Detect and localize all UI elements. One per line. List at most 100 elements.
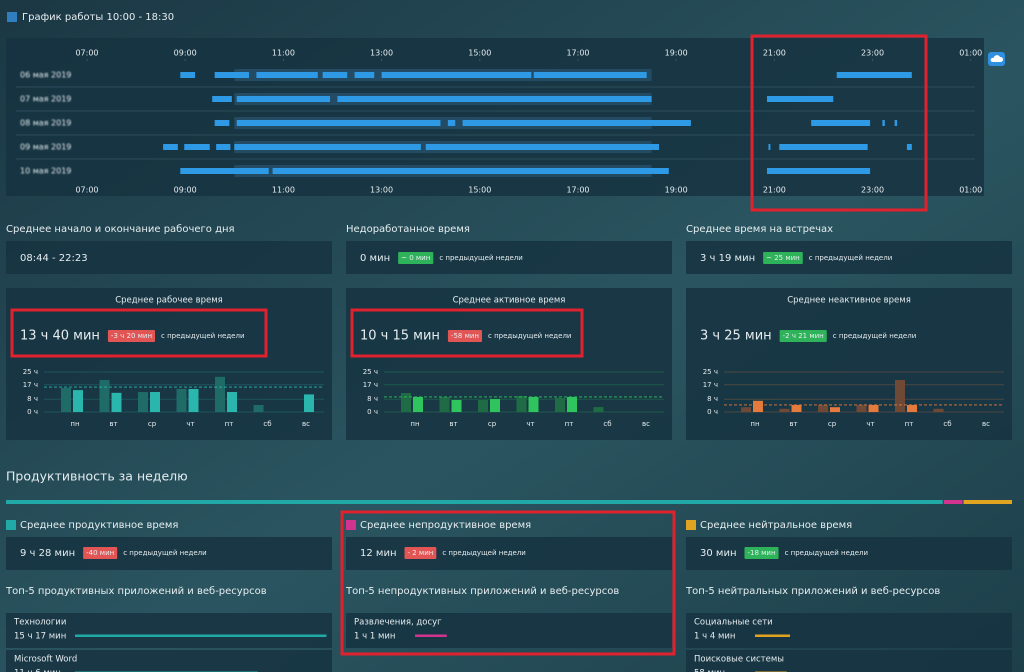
row-date: 06 мая 2019 (20, 71, 71, 80)
header-icon (7, 12, 17, 22)
chart-panel (346, 288, 672, 440)
activity-segment (236, 96, 331, 102)
change-badge (763, 252, 803, 264)
bar (830, 407, 840, 412)
x-tick-label: пн (410, 420, 419, 428)
bar (516, 396, 527, 412)
group-title: Среднее нейтральное время (700, 520, 852, 531)
top-item (346, 613, 672, 648)
bar (111, 392, 122, 412)
activity-segment (425, 144, 659, 150)
time-tick-label: 11:00 (272, 186, 295, 195)
activity-segment (533, 72, 647, 78)
time-tick-label: 01:00 (959, 49, 982, 58)
bar (253, 404, 264, 412)
row-date: 09 мая 2019 (20, 143, 71, 152)
row-date: 07 мая 2019 (20, 95, 71, 104)
group-icon (346, 520, 356, 530)
activity-segment (462, 120, 691, 126)
bar (188, 388, 199, 412)
bar (150, 392, 160, 412)
activity-segment (766, 168, 871, 174)
stat-value: 3 ч 19 мин (700, 253, 755, 264)
stat-value: 08:44 - 22:23 (20, 253, 88, 264)
activity-segment (212, 96, 232, 102)
x-tick-label: пт (225, 420, 234, 428)
chart-panel (686, 288, 1012, 440)
change-note: с предыдущей недели (439, 254, 522, 262)
change-badge (744, 547, 779, 559)
x-tick-label: вт (449, 420, 457, 428)
activity-segment (882, 120, 885, 126)
x-tick-label: пн (70, 420, 79, 428)
activity-segment (214, 120, 230, 126)
activity-segment (163, 144, 178, 150)
bar (304, 394, 314, 412)
content: 07:00 07:00 09:00 09:00 11:00 11:00 13:00 13:00… (5, 49, 1012, 672)
activity-segment (894, 120, 898, 126)
bar (227, 392, 237, 412)
bar (528, 396, 539, 412)
activity-segment (272, 168, 669, 174)
top-title: Топ-5 непродуктивных приложений и веб-ре… (345, 586, 619, 597)
x-tick-label: вс (642, 420, 650, 428)
cloud-icon (990, 55, 1004, 62)
time-tick-label: 21:00 (763, 49, 786, 58)
bar (99, 380, 110, 412)
bar (567, 396, 577, 412)
split-segment (963, 500, 1012, 504)
time-tick-label: 13:00 (370, 186, 393, 195)
y-tick-label: 0 ч (367, 408, 378, 416)
bar (401, 392, 411, 412)
time-tick-label: 07:00 (75, 49, 98, 58)
group-title: Среднее продуктивное время (20, 520, 178, 531)
change-badge-text: - 2 мин (407, 549, 433, 557)
y-tick-label: 8 ч (27, 395, 38, 403)
y-tick-label: 8 ч (707, 395, 718, 403)
y-tick-label: 8 ч (367, 395, 378, 403)
row-date: 08 мая 2019 (20, 119, 71, 128)
group-box (346, 537, 672, 570)
time-tick-label: 23:00 (861, 186, 884, 195)
change-badge-text: -18 мин (747, 549, 775, 557)
change-note: с предыдущей недели (488, 332, 571, 340)
time-tick-label: 19:00 (665, 186, 688, 195)
x-tick-label: вс (982, 420, 990, 428)
bar (61, 388, 71, 412)
time-tick-label: 17:00 (566, 186, 589, 195)
time-tick-label: 13:00 (370, 49, 393, 58)
bar (818, 404, 828, 412)
x-tick-label: сб (943, 420, 951, 428)
x-tick-label: чт (866, 420, 874, 428)
x-tick-label: вт (109, 420, 117, 428)
y-tick-label: 17 ч (703, 381, 718, 389)
highlight (10, 308, 268, 358)
group-box (6, 537, 332, 570)
highlight (750, 34, 928, 212)
bar (856, 404, 867, 412)
y-tick-label: 25 ч (363, 368, 378, 376)
top-item-bar (755, 634, 791, 637)
group-value: 12 мин (360, 548, 396, 559)
chart-title: Среднее неактивное время (787, 296, 911, 306)
bar (555, 397, 565, 412)
x-tick-label: сб (263, 420, 271, 428)
split-segment (6, 500, 943, 504)
bar (451, 400, 462, 412)
top-item (686, 650, 1012, 672)
x-tick-label: сб (603, 420, 611, 428)
activity-segment (381, 72, 532, 78)
top-title: Топ-5 продуктивных приложений и веб-ресу… (5, 586, 267, 597)
bar (439, 396, 450, 412)
group-icon (686, 520, 696, 530)
bar (791, 404, 802, 412)
group-box (686, 537, 1012, 570)
split-segment (943, 500, 963, 504)
change-badge-text: -58 мин (451, 332, 479, 340)
change-note: с предыдущей недели (442, 549, 525, 557)
bar (895, 380, 905, 412)
stat-title: Среднее начало и окончание рабочего дня (6, 224, 235, 235)
bar (907, 404, 917, 412)
